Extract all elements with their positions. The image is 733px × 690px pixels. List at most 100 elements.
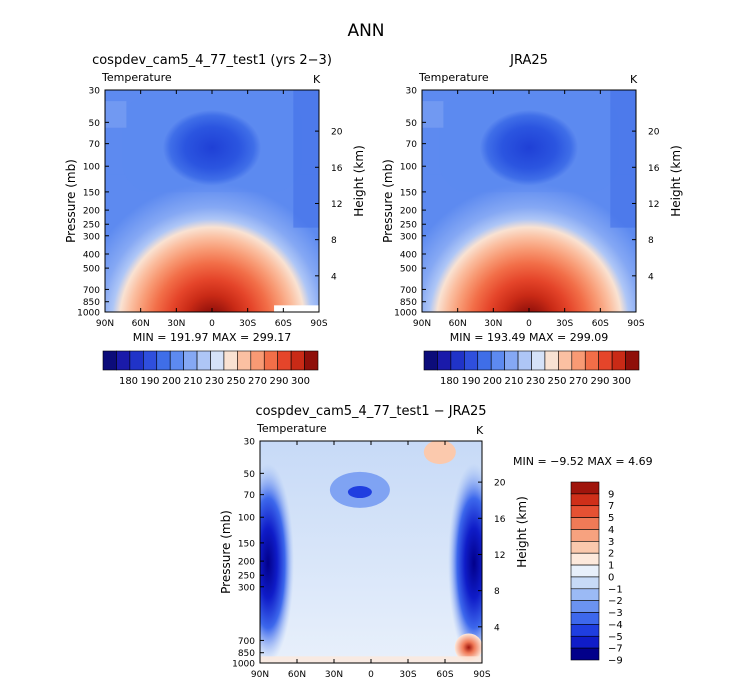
positive-bias-top — [423, 441, 456, 465]
colorbar-label: 250 — [547, 376, 566, 387]
colorbar-label: 180 — [119, 376, 138, 387]
colorbar-label: 190 — [461, 376, 480, 387]
colorbar-swatch — [611, 350, 626, 371]
y2-tick-label: 8 — [494, 587, 500, 597]
x-tick-label: 30N — [325, 670, 343, 680]
colorbar-label: 1 — [608, 561, 614, 572]
chart-panel-3: cospdev_cam5_4_77_test1 − JRA25 Temperatu… — [219, 404, 653, 680]
y-tick-label: 150 — [238, 539, 255, 549]
y-tick-label: 50 — [244, 470, 256, 480]
x-tick-label: 60S — [436, 670, 453, 680]
y-tick-label: 1000 — [394, 309, 417, 319]
y2-axis-label: Height (km) — [352, 145, 366, 216]
colorbar-label: 250 — [226, 376, 245, 387]
x-tick-label: 60S — [275, 319, 292, 329]
y2-tick-label: 20 — [648, 128, 660, 138]
x-tick-label: 0 — [368, 670, 374, 680]
y2-tick-label: 16 — [331, 164, 343, 174]
y-tick-label: 300 — [83, 232, 100, 242]
y-tick-label: 700 — [238, 637, 255, 647]
negative-bias-left — [260, 463, 294, 663]
panel-title: JRA25 — [509, 53, 548, 68]
colorbar-label: −7 — [608, 644, 623, 655]
colorbar-swatch — [237, 350, 252, 371]
colorbar-swatch — [558, 350, 573, 371]
y-tick-label: 400 — [83, 250, 100, 260]
colorbar-label: 230 — [205, 376, 224, 387]
colorbar-label: 200 — [483, 376, 502, 387]
y-tick-label: 30 — [406, 87, 418, 97]
panel-title: cospdev_cam5_4_77_test1 (yrs 2−3) — [92, 53, 332, 68]
x-tick-label: 30S — [556, 319, 573, 329]
cold-tropopause-region — [162, 109, 262, 186]
colorbar-swatch — [598, 350, 613, 371]
polar-cold-region — [293, 90, 319, 228]
y-tick-label: 70 — [406, 140, 418, 150]
colorbar-swatch — [504, 350, 519, 371]
colorbar-swatch — [304, 350, 319, 371]
y-tick-label: 300 — [400, 232, 417, 242]
colorbar-label: −5 — [608, 632, 623, 643]
colorbar-swatch — [223, 350, 238, 371]
colorbar-swatch — [570, 552, 600, 566]
units-label: K — [630, 73, 638, 86]
colorbar-label: 180 — [440, 376, 459, 387]
colorbar-label: 5 — [608, 513, 614, 524]
y2-tick-label: 8 — [648, 236, 654, 246]
colorbar-swatch — [156, 350, 171, 371]
colorbar-swatch — [570, 576, 600, 590]
y-tick-label: 850 — [83, 298, 100, 308]
colorbar-swatch — [183, 350, 198, 371]
colorbar-swatch — [570, 493, 600, 507]
y-tick-label: 300 — [238, 583, 255, 593]
y-tick-label: 50 — [89, 119, 101, 129]
colorbar-label: 7 — [608, 501, 614, 512]
colorbar: 180 190 200 210 230 250 270 290 300 — [423, 350, 640, 387]
colorbar-swatch — [531, 350, 546, 371]
chart-panels: cospdev_cam5_4_77_test1 (yrs 2−3) Tempera… — [64, 53, 683, 680]
colorbar-swatch — [517, 350, 532, 371]
colorbar-label: 4 — [608, 525, 614, 536]
y-tick-label: 200 — [400, 207, 417, 217]
y2-tick-label: 20 — [494, 479, 506, 489]
colorbar-swatch — [464, 350, 479, 371]
cold-tropopause-region — [479, 109, 579, 186]
colorbar-label: −3 — [608, 608, 623, 619]
colorbar-label: 210 — [183, 376, 202, 387]
y-tick-label: 250 — [400, 221, 417, 231]
positive-bias-bottom — [454, 633, 482, 662]
polar-warm-region — [422, 101, 444, 128]
colorbar-label: 270 — [569, 376, 588, 387]
y-tick-label: 250 — [83, 221, 100, 231]
colorbar-label: 200 — [162, 376, 181, 387]
y-tick-label: 850 — [400, 298, 417, 308]
y-tick-label: 500 — [83, 265, 100, 275]
y2-axis-label: Height (km) — [669, 145, 683, 216]
x-tick-label: 90N — [96, 319, 114, 329]
page-title: ANN — [347, 21, 384, 41]
y-axis-label: Pressure (mb) — [381, 159, 395, 243]
x-tick-label: 90S — [627, 319, 644, 329]
y-tick-label: 50 — [406, 119, 418, 129]
colorbar-label: 190 — [140, 376, 159, 387]
units-label: K — [313, 73, 321, 86]
colorbar-label: 3 — [608, 537, 614, 548]
panel-title: cospdev_cam5_4_77_test1 − JRA25 — [255, 404, 486, 419]
y2-tick-label: 16 — [648, 164, 660, 174]
x-tick-label: 90S — [310, 319, 327, 329]
chart-panel-1: cospdev_cam5_4_77_test1 (yrs 2−3) Tempera… — [64, 53, 366, 387]
y-tick-label: 100 — [400, 163, 417, 173]
colorbar-label: 0 — [608, 572, 614, 583]
colorbar-label: −1 — [608, 584, 623, 595]
colorbar-swatch — [570, 612, 600, 625]
min-max-stats: MIN = 193.49 MAX = 299.09 — [450, 331, 608, 344]
colorbar-swatch — [143, 350, 158, 371]
colorbar-swatch — [570, 517, 600, 530]
colorbar-swatch — [437, 350, 452, 371]
y2-tick-label: 8 — [331, 236, 337, 246]
colorbar-swatch — [570, 505, 600, 518]
colorbar-swatch — [196, 350, 211, 371]
contour-field — [260, 441, 482, 663]
contour-field — [105, 90, 319, 312]
